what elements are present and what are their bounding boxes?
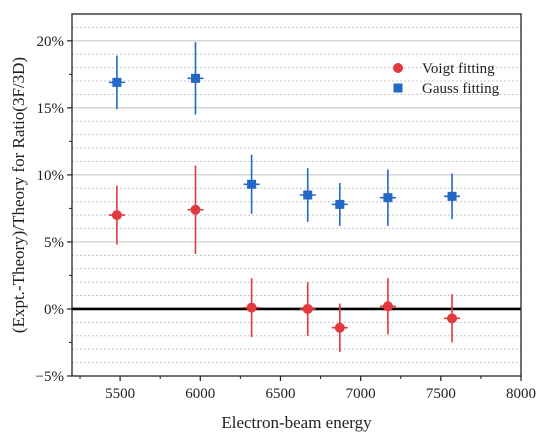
data-point (191, 74, 200, 83)
data-point (448, 192, 457, 201)
y-tick-label: 20% (37, 34, 65, 50)
data-point (112, 210, 122, 220)
x-tick-label: 5500 (105, 386, 135, 402)
series-voigt (109, 166, 460, 352)
series-gauss (109, 42, 460, 226)
data-point (335, 323, 345, 333)
data-point (247, 180, 256, 189)
x-tick-label: 7500 (426, 386, 456, 402)
x-axis-label: Electron-beam energy (221, 413, 372, 432)
x-tick-label: 6000 (185, 386, 215, 402)
legend-marker (394, 84, 403, 93)
legend-marker (393, 63, 403, 73)
y-tick-label: 0% (44, 302, 64, 318)
x-tick-label: 6500 (265, 386, 295, 402)
x-tick-label: 8000 (506, 386, 536, 402)
legend-label: Voigt fitting (422, 61, 495, 77)
data-point (303, 304, 313, 314)
y-tick-label: −5% (36, 369, 64, 385)
data-point (247, 303, 257, 313)
y-tick-label: 10% (37, 168, 65, 184)
data-point (190, 205, 200, 215)
data-point (335, 200, 344, 209)
data-series (109, 42, 460, 352)
y-tick-label: 15% (37, 101, 65, 117)
data-point (383, 301, 393, 311)
x-tick-label: 7000 (346, 386, 376, 402)
data-point (383, 193, 392, 202)
legend: Voigt fitting Gauss fitting (393, 61, 500, 97)
data-point (112, 78, 121, 87)
data-point (447, 313, 457, 323)
legend-label: Gauss fitting (422, 81, 500, 97)
y-axis-label: (Expt.-Theory)/Theory for Ratio(3F/3D) (9, 57, 28, 333)
y-tick-label: 5% (44, 235, 64, 251)
data-point (303, 191, 312, 200)
